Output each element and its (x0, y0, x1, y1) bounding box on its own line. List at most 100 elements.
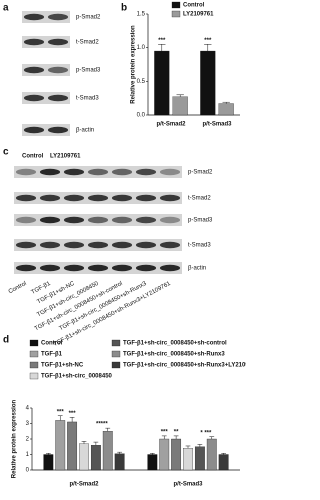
legend-swatch (171, 10, 181, 18)
bar (55, 420, 66, 471)
error-bar (105, 427, 111, 432)
panel-label: c (3, 147, 9, 158)
error-bar (173, 435, 179, 439)
blot-band (47, 13, 69, 21)
blot-band (159, 194, 181, 202)
bar (114, 453, 125, 471)
significance: *** (204, 38, 212, 44)
bar (200, 50, 216, 116)
blot-band (63, 216, 85, 224)
y-tick-label: 1.0 (137, 45, 146, 51)
panel-label: b (121, 3, 127, 14)
legend-swatch (29, 350, 39, 358)
error-bar (69, 417, 75, 422)
blot-band (135, 194, 157, 202)
blot-band (47, 94, 69, 102)
blot-band (39, 168, 61, 176)
legend-label: TGF-β1 (41, 352, 63, 358)
blot-row-label: β-actin (188, 266, 206, 272)
blot-band (15, 216, 37, 224)
blot-band (111, 241, 133, 249)
blot-row-label: t-Smad2 (76, 40, 99, 46)
legend-swatch (111, 361, 121, 369)
legend-swatch (29, 361, 39, 369)
y-tick-label: 3 (26, 421, 30, 427)
blot-band (111, 194, 133, 202)
bar (90, 445, 101, 471)
blot-band (63, 241, 85, 249)
bar (79, 443, 89, 471)
blot-band (39, 194, 61, 202)
blot-band (135, 264, 157, 272)
blot-band (15, 264, 37, 272)
y-tick-label: 0.0 (137, 113, 146, 119)
blot-band (63, 264, 85, 272)
x-tick-label: p/t-Smad3 (173, 482, 203, 488)
y-tick-label: 1 (26, 452, 30, 458)
blot-band (23, 94, 45, 102)
blot-band (135, 241, 157, 249)
bar (171, 438, 182, 471)
error-bar (209, 436, 215, 439)
blot-band (23, 38, 45, 46)
blot-band (23, 126, 45, 134)
blot-band (47, 66, 69, 74)
blot-band (63, 168, 85, 176)
blot-band (111, 168, 133, 176)
blot-band (23, 66, 45, 74)
error-bar (57, 415, 63, 421)
blot-band (15, 194, 37, 202)
y-tick-label: 1.5 (137, 12, 146, 18)
blot-band (87, 168, 109, 176)
legend-label: LY2109761 (183, 12, 214, 18)
bar (147, 454, 158, 471)
blot-band (39, 264, 61, 272)
legend-swatch (111, 350, 121, 358)
panel-label: a (3, 3, 9, 14)
bar (154, 50, 170, 116)
bar (67, 421, 78, 471)
bar (102, 431, 113, 471)
blot-band (63, 194, 85, 202)
blot-row-label: t-Smad3 (188, 243, 211, 249)
blot-row-label: p-Smad2 (188, 170, 213, 176)
blot-band (47, 38, 69, 46)
blot-band (111, 216, 133, 224)
legend-label: TGF-β1+sh-circ_0008450+sh-Runx3+LY210976… (123, 363, 246, 369)
blot-band (135, 216, 157, 224)
bar (183, 448, 193, 471)
legend-label: TGF-β1+sh-circ_0008450 (41, 374, 113, 380)
significance: * *** (200, 430, 212, 436)
bar (206, 438, 217, 471)
blot-band (159, 264, 181, 272)
blot-band (87, 194, 109, 202)
figure: a b c d p-Smad2 t-Smad2 p-Smad3 t-Smad3 β-actin p… (3, 1, 246, 488)
error-bar (93, 441, 99, 446)
x-tick-label: p/t-Smad3 (202, 122, 232, 128)
legend-label: TGF-β1+sh-circ_0008450+sh-Runx3 (123, 352, 225, 358)
y-tick-label: 0.5 (137, 79, 146, 85)
significance: *** (69, 411, 77, 417)
x-tick-label: p/t-Smad2 (69, 482, 99, 488)
error-bar (185, 445, 191, 449)
lane-label: Control (8, 281, 28, 295)
error-bar (117, 451, 123, 454)
error-bar (221, 453, 227, 455)
blot-header: Control (22, 154, 44, 160)
blot-band (87, 241, 109, 249)
bar (218, 454, 229, 471)
blot-row-label: t-Smad3 (76, 96, 99, 102)
blot-band (159, 216, 181, 224)
error-bar (176, 94, 184, 97)
significance: *** (57, 409, 65, 415)
blot-row-label: t-Smad2 (188, 196, 211, 202)
blot-band (159, 168, 181, 176)
blot-band (23, 13, 45, 21)
y-tick-label: 2 (26, 437, 30, 443)
legend-label: TGF-β1+sh-circ_0008450+sh-control (123, 341, 227, 347)
error-bar (149, 453, 155, 455)
error-bar (81, 441, 87, 444)
y-axis-label: Relative protein expression (131, 25, 137, 104)
bar (159, 438, 170, 471)
legend-swatch (111, 339, 121, 347)
